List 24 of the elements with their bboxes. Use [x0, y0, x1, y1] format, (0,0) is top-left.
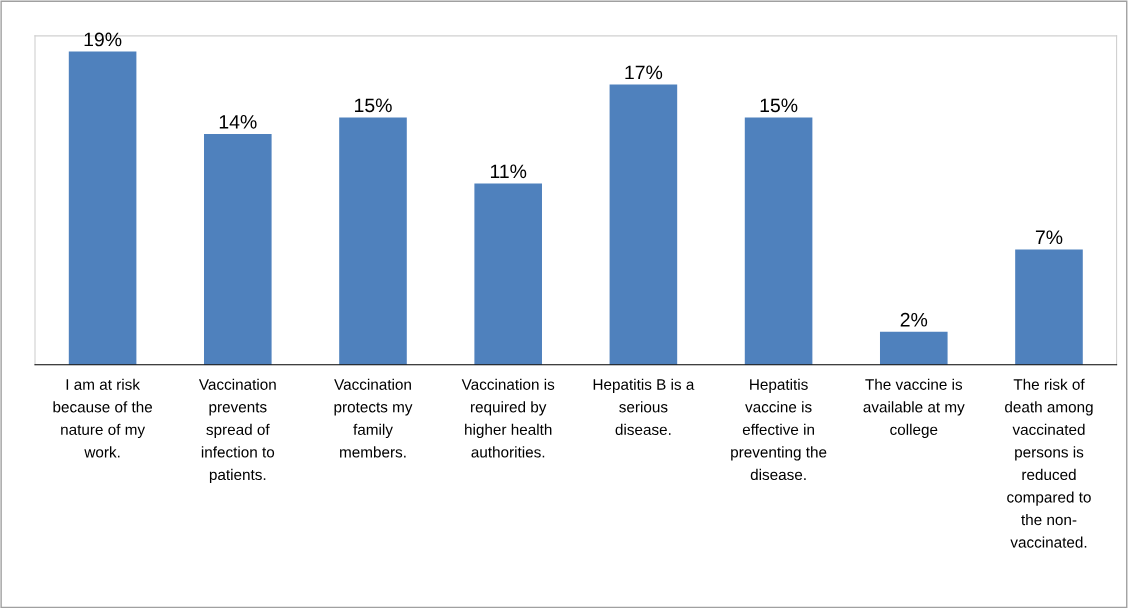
- x-tick-label: Hepatitis vaccine is effective in preventing the disease.: [731, 378, 827, 481]
- x-tick-label: The vaccine is available at my college: [863, 378, 965, 439]
- data-label: 14%: [219, 115, 257, 129]
- x-tick-label: Vaccination is required by higher health authorities.: [461, 378, 555, 458]
- x-tick-label: Hepatitis B is a serious disease.: [593, 378, 695, 435]
- x-tick-label: I am at risk because of the nature of my work.: [53, 378, 153, 458]
- data-label: 7%: [1035, 230, 1063, 245]
- bar: [204, 133, 272, 365]
- bar: [339, 117, 407, 365]
- bar: [474, 183, 542, 365]
- bar: [879, 331, 948, 365]
- x-tick-label: Vaccination protects my family members.: [334, 378, 413, 458]
- data-label: 11%: [490, 164, 527, 179]
- bar: [1015, 249, 1083, 365]
- data-label: 15%: [355, 98, 392, 113]
- bar: [744, 117, 813, 365]
- data-label: 17%: [625, 65, 663, 80]
- bar: [609, 84, 678, 365]
- x-tick-label: The risk of death among vaccinated persons is reduced compared to the non- vaccinated.: [1005, 378, 1093, 548]
- data-label: 19%: [84, 32, 122, 47]
- data-label: 15%: [760, 98, 798, 113]
- x-tick-label: Vaccination prevents spread of infection to patients.: [198, 378, 276, 484]
- bar: [68, 51, 137, 365]
- data-label: 2%: [900, 312, 928, 327]
